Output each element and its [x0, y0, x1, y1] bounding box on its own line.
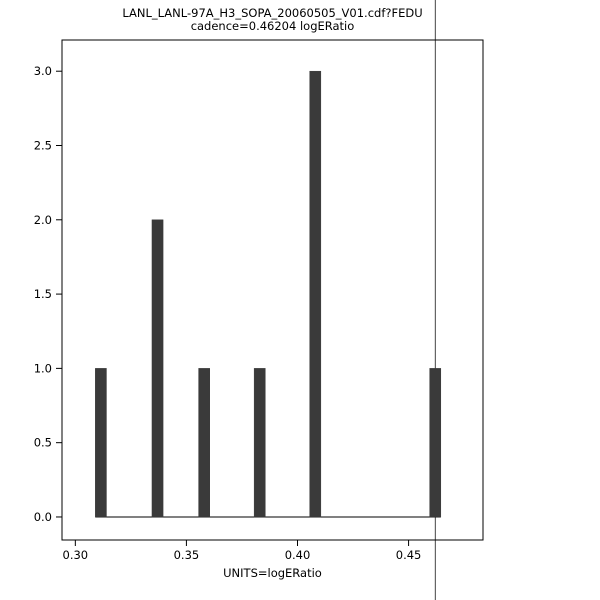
y-tick-label: 1.5: [34, 287, 52, 301]
histogram-bar: [198, 368, 210, 518]
histogram-bar: [253, 368, 266, 518]
y-tick-label: 0.0: [34, 510, 52, 524]
histogram-bar: [429, 368, 442, 518]
y-tick-label: 3.0: [34, 64, 52, 78]
y-tick-label: 1.0: [34, 361, 52, 375]
y-tick-label: 2.5: [34, 138, 52, 152]
y-tick-label: 2.0: [34, 213, 52, 227]
x-tick-label: 0.30: [63, 548, 89, 562]
plot-frame: [61, 39, 484, 541]
x-tick-label: 0.35: [174, 548, 200, 562]
histogram-bar: [95, 368, 107, 518]
histogram-bar: [151, 219, 164, 518]
histogram-bar: [309, 70, 322, 518]
y-tick-label: 0.5: [34, 436, 52, 450]
x-tick-label: 0.45: [396, 548, 422, 562]
x-tick-label: 0.40: [285, 548, 311, 562]
